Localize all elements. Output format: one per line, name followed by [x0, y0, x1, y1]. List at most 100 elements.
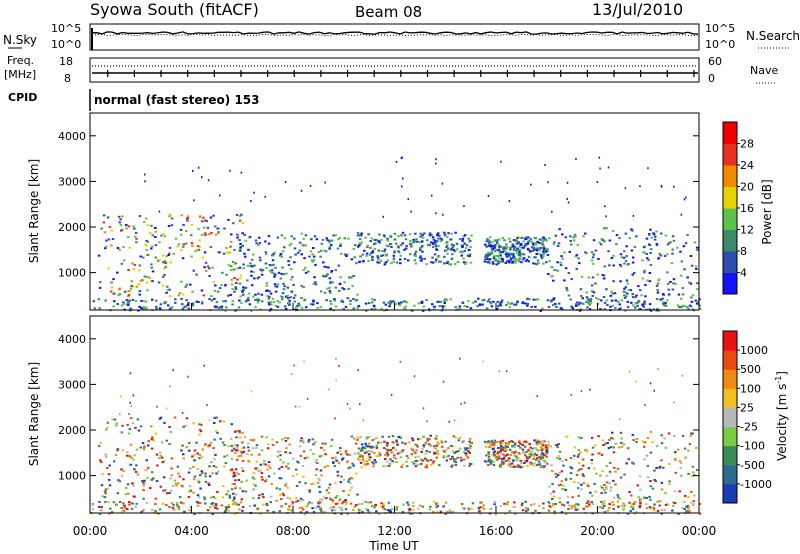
- scatter-cell: [588, 299, 591, 302]
- scatter-cell: [462, 450, 466, 453]
- scatter-cell: [241, 290, 244, 293]
- scatter-cell: [409, 240, 412, 243]
- scatter-cell: [281, 492, 285, 495]
- scatter-cell: [133, 495, 136, 498]
- scatter-cell: [672, 504, 675, 507]
- scatter-cell: [424, 452, 427, 455]
- scatter-cell: [191, 290, 194, 293]
- scatter-cell: [108, 226, 112, 229]
- scatter-cell: [592, 239, 596, 242]
- scatter-cell: [152, 439, 156, 442]
- scatter-cell: [436, 511, 439, 514]
- scatter-cell: [307, 270, 310, 273]
- velocity-colorbar-label-tick: 500: [740, 363, 761, 376]
- scatter-cell: [293, 247, 297, 250]
- scatter-cell: [246, 279, 249, 282]
- scatter-cell: [520, 243, 523, 246]
- scatter-cell: [344, 508, 348, 511]
- scatter-cell: [529, 237, 533, 240]
- scatter-cell: [499, 505, 503, 508]
- scatter-cell: [602, 502, 606, 504]
- scatter-cell: [618, 237, 621, 240]
- scatter-cell: [528, 453, 531, 456]
- scatter-cell: [517, 457, 520, 460]
- scatter-cell: [238, 219, 242, 222]
- scatter-cell: [413, 259, 417, 262]
- scatter-cell: [513, 451, 517, 454]
- scatter-cell: [642, 305, 645, 308]
- scatter-cell: [206, 226, 210, 229]
- power-colorbar-swatch: [723, 208, 737, 230]
- scatter-cell: [672, 501, 675, 504]
- scatter-cell: [260, 273, 264, 276]
- scatter-cell: [603, 505, 606, 507]
- scatter-cell: [663, 304, 666, 307]
- scatter-cell: [538, 456, 541, 459]
- scatter-cell: [612, 280, 615, 283]
- scatter-cell: [605, 215, 607, 218]
- scatter-cell: [290, 290, 293, 293]
- scatter-cell: [546, 253, 550, 256]
- scatter-cell: [260, 476, 263, 479]
- scatter-cell: [319, 501, 322, 504]
- scatter-cell: [623, 504, 626, 507]
- scatter-cell: [238, 299, 241, 302]
- scatter-cell: [220, 307, 224, 310]
- scatter-cell: [159, 416, 163, 419]
- scatter-cell: [481, 506, 485, 509]
- scatter-cell: [347, 480, 350, 483]
- scatter-cell: [541, 243, 544, 246]
- scatter-cell: [185, 417, 189, 420]
- scatter-cell: [521, 502, 524, 505]
- scatter-cell: [209, 216, 213, 219]
- scatter-cell: [563, 251, 566, 254]
- scatter-cell: [237, 473, 241, 476]
- scatter-cell: [488, 241, 492, 244]
- scatter-cell: [340, 300, 343, 303]
- time-tick-label: 08:00: [276, 524, 311, 538]
- scatter-cell: [256, 467, 259, 470]
- scatter-cell: [116, 492, 120, 495]
- scatter-cell: [516, 252, 519, 255]
- scatter-cell: [310, 483, 313, 485]
- scatter-cell: [212, 504, 215, 507]
- scatter-cell: [301, 465, 305, 467]
- scatter-cell: [633, 245, 637, 248]
- scatter-cell: [286, 486, 290, 489]
- scatter-cell: [177, 243, 181, 246]
- scatter-cell: [269, 308, 273, 311]
- scatter-cell: [200, 456, 203, 459]
- scatter-cell: [631, 296, 635, 299]
- scatter-cell: [512, 247, 516, 249]
- scatter-cell: [119, 218, 122, 221]
- scatter-cell: [174, 298, 177, 301]
- scatter-cell: [290, 509, 293, 512]
- scatter-cell: [318, 491, 322, 494]
- scatter-cell: [468, 240, 471, 243]
- scatter-cell: [415, 238, 418, 241]
- scatter-cell: [242, 267, 245, 270]
- scatter-cell: [505, 370, 508, 373]
- scatter-cell: [524, 237, 527, 240]
- scatter-cell: [384, 448, 388, 451]
- scatter-cell: [135, 448, 139, 451]
- scatter-cell: [127, 225, 131, 228]
- scatter-cell: [403, 248, 406, 251]
- scatter-cell: [358, 459, 361, 462]
- scatter-cell: [337, 461, 341, 464]
- scatter-cell: [225, 493, 228, 496]
- scatter-cell: [382, 447, 386, 449]
- scatter-cell: [371, 446, 375, 449]
- scatter-cell: [334, 286, 338, 289]
- scatter-cell: [688, 510, 691, 513]
- scatter-cell: [674, 283, 677, 285]
- scatter-cell: [169, 431, 173, 433]
- scatter-cell: [243, 436, 247, 438]
- scatter-cell: [163, 273, 166, 276]
- scatter-cell: [364, 302, 368, 305]
- scatter-cell: [327, 486, 331, 489]
- scatter-cell: [198, 239, 201, 242]
- scatter-cell: [174, 482, 178, 485]
- scatter-cell: [534, 509, 537, 512]
